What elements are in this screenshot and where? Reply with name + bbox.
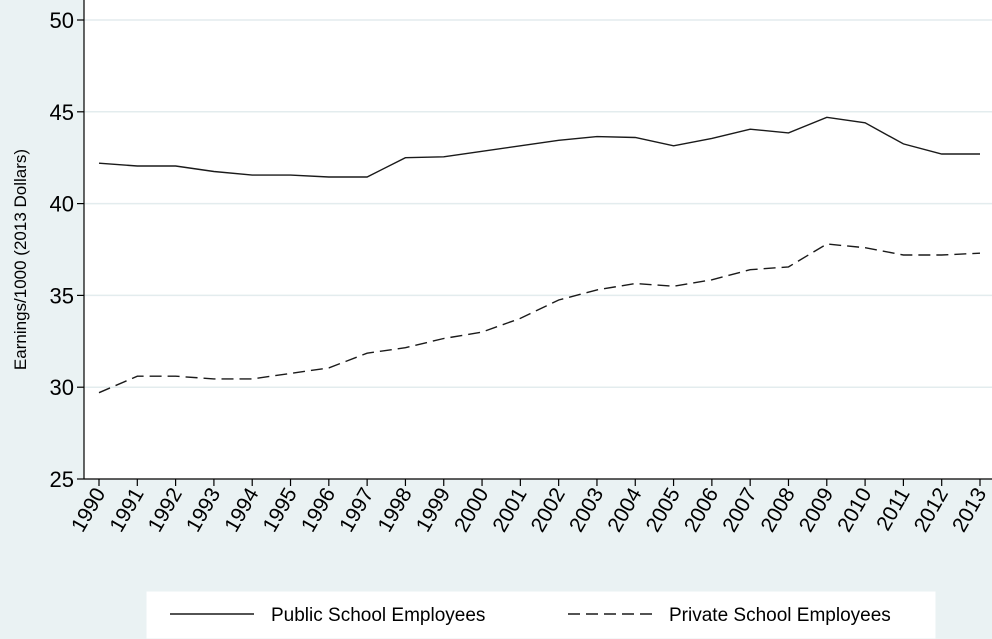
series-line-private — [98, 243, 981, 394]
y-axis-title: Earnings/1000 (2013 Dollars) — [11, 149, 30, 370]
y-tick-label-35: 35 — [50, 283, 74, 308]
series-line-public — [98, 116, 980, 178]
y-tick-label-40: 40 — [50, 192, 74, 217]
series-lines — [98, 116, 981, 394]
legend-label-public: Public School Employees — [271, 605, 485, 626]
gridlines — [84, 19, 992, 388]
plot-area — [84, 0, 992, 479]
y-tick-label-50: 50 — [50, 8, 74, 33]
y-tick-label-30: 30 — [50, 375, 74, 400]
legend: Public School Employees Private School E… — [146, 591, 936, 639]
y-tick-label-45: 45 — [50, 100, 74, 125]
legend-box — [146, 591, 936, 639]
y-tick-label-25: 25 — [50, 467, 74, 492]
legend-label-private: Private School Employees — [669, 605, 891, 626]
